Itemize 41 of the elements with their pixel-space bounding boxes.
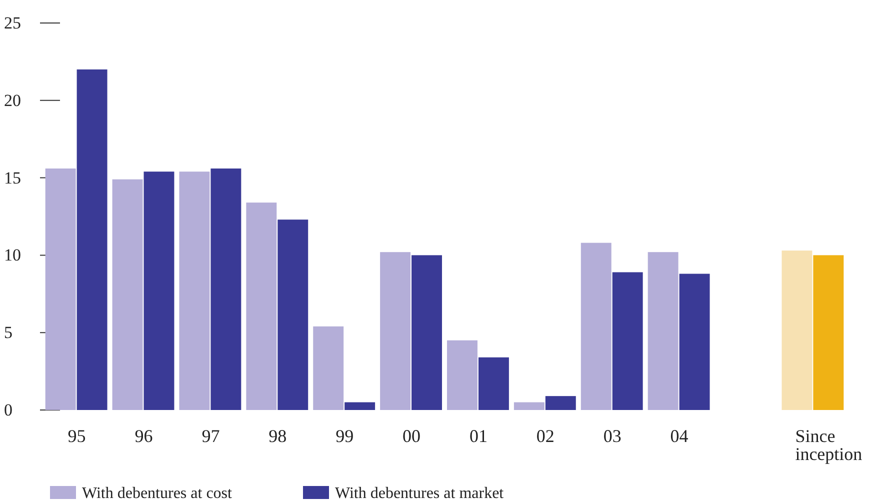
legend-label: With debentures at market [335,485,504,502]
x-tick-label: 01 [469,426,488,446]
x-tick-label: 00 [402,426,421,446]
bar [313,326,344,410]
bar [344,402,376,410]
bar [412,255,442,410]
y-tick-label: 15 [4,168,21,188]
x-tick-label: 96 [134,426,153,446]
bar [514,402,544,410]
x-tick-label: Since inception [795,426,862,464]
y-tick-label: 5 [4,323,12,342]
bar [76,69,108,410]
x-tick-label: 95 [68,426,86,446]
legend-label: With debentures at cost [82,485,233,502]
bar [782,250,812,410]
y-tick-label: 25 [4,14,21,32]
bar [179,172,210,410]
bar [246,202,277,410]
y-tick-label: 20 [4,90,21,110]
bar [580,242,612,410]
x-tick-label: 04 [670,426,688,446]
bar [813,255,844,410]
x-tick-label: 97 [202,426,220,446]
x-tick-label: 02 [536,426,554,446]
x-tick-label: 03 [603,426,622,446]
bar [648,252,678,410]
y-tick-label: 10 [4,246,21,265]
bar [380,252,411,410]
bar [679,274,710,410]
bar [545,396,576,410]
x-tick-label: 99 [336,426,354,446]
bar [447,340,478,410]
bar [45,168,76,410]
bar [478,357,509,410]
bar [144,172,174,410]
bar [112,179,143,410]
y-tick-label: 0 [4,400,12,420]
bar [210,168,242,410]
bar [612,272,643,410]
x-tick-label: 98 [268,426,287,446]
bar [278,220,308,410]
